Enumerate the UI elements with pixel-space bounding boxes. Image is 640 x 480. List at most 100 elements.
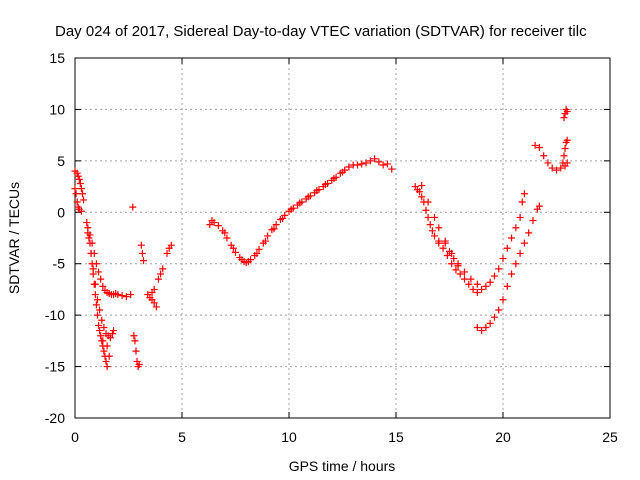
data-point	[362, 159, 370, 167]
data-point	[520, 190, 528, 198]
data-point	[106, 334, 114, 342]
data-point	[253, 249, 261, 257]
data-point	[93, 311, 101, 319]
data-point	[270, 225, 278, 233]
data-point	[84, 224, 92, 232]
data-point	[96, 306, 104, 314]
data-point	[304, 193, 312, 201]
data-point	[540, 152, 548, 160]
data-point	[383, 160, 391, 168]
data-point	[431, 213, 439, 221]
data-point	[95, 321, 103, 329]
data-point	[508, 234, 516, 242]
data-point	[518, 198, 526, 206]
data-point	[232, 248, 239, 256]
data-point	[97, 275, 105, 283]
data-point	[418, 193, 426, 201]
data-point	[72, 190, 80, 198]
data-point	[446, 247, 453, 255]
data-point	[89, 265, 97, 273]
data-point	[88, 239, 96, 247]
data-point	[508, 270, 516, 278]
data-point	[563, 107, 571, 115]
data-point	[503, 244, 511, 252]
data-point	[520, 239, 528, 247]
data-point	[478, 285, 486, 293]
data-point	[77, 207, 85, 215]
data-point	[73, 169, 81, 177]
data-point	[150, 285, 158, 293]
y-tick-label: -20	[45, 410, 65, 426]
data-point	[516, 213, 524, 221]
data-point	[428, 227, 436, 235]
data-point	[105, 352, 113, 360]
data-point	[460, 275, 468, 283]
data-point	[345, 163, 353, 171]
data-point	[371, 155, 379, 163]
data-point	[93, 296, 101, 304]
data-point	[100, 347, 108, 355]
data-point	[529, 217, 537, 225]
data-point	[139, 257, 147, 265]
data-point	[465, 280, 473, 288]
data-point	[435, 224, 443, 232]
plot-frame	[74, 57, 611, 419]
data-point	[137, 241, 145, 249]
data-point	[74, 172, 82, 180]
data-point	[535, 202, 543, 210]
data-point	[469, 285, 477, 293]
data-point	[388, 165, 396, 173]
y-tick-label: 0	[57, 204, 65, 220]
data-point	[422, 206, 430, 214]
data-point	[97, 332, 105, 340]
data-point	[563, 159, 571, 167]
data-point	[563, 136, 571, 144]
data-point	[561, 145, 569, 153]
data-point	[167, 241, 175, 249]
data-point	[103, 363, 111, 371]
x-tick-label: 10	[281, 429, 297, 445]
x-tick-label: 20	[495, 429, 511, 445]
data-point	[499, 296, 507, 304]
data-point	[78, 190, 86, 198]
data-point	[486, 319, 494, 327]
data-point	[435, 239, 443, 247]
data-point	[478, 327, 486, 335]
data-point	[553, 166, 560, 174]
data-point	[358, 160, 366, 168]
data-point	[73, 198, 81, 206]
ticks	[74, 57, 611, 419]
data-point	[525, 229, 533, 237]
data-point	[482, 323, 490, 331]
data-point	[512, 260, 520, 268]
y-tick-labels: 15 10 5 0 -5 -10 -15 -20	[45, 50, 65, 426]
data-point	[516, 249, 524, 257]
data-point	[129, 203, 137, 211]
x-tick-label: 5	[178, 429, 186, 445]
data-point	[490, 272, 498, 280]
x-tick-label: 15	[388, 429, 404, 445]
y-axis-label: SDTVAR / TECUs	[6, 182, 22, 294]
data-point	[85, 234, 93, 242]
data-point	[95, 268, 103, 276]
data-point	[535, 143, 543, 151]
data-point	[102, 357, 110, 365]
data-point	[330, 174, 338, 182]
data-point	[473, 280, 481, 288]
data-point	[441, 237, 449, 245]
data-point	[272, 221, 280, 229]
data-point	[548, 164, 556, 172]
data-point	[490, 313, 498, 321]
data-point	[92, 260, 100, 268]
data-point	[486, 278, 494, 286]
data-point	[482, 282, 490, 290]
data-point	[379, 161, 387, 169]
data-point	[127, 291, 135, 299]
data-point	[454, 262, 462, 270]
data-point	[560, 152, 568, 160]
data-point	[86, 231, 94, 239]
data-point	[135, 361, 143, 369]
data-point	[313, 187, 321, 195]
data-point	[130, 332, 138, 340]
